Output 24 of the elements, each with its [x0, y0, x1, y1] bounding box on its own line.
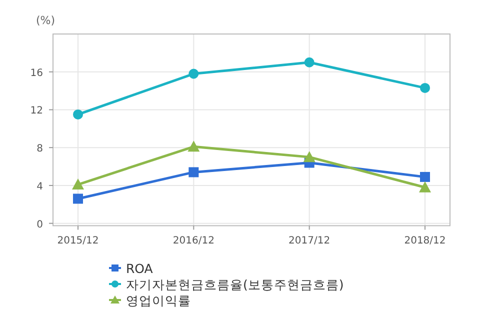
x-tick-label: 2016/12: [172, 236, 214, 247]
point: [303, 151, 316, 162]
y-tick-label: 8: [36, 144, 43, 155]
point: [188, 68, 199, 79]
y-tick-label: 16: [30, 68, 43, 79]
point: [420, 172, 430, 182]
x-tick-label: 2017/12: [288, 236, 330, 247]
point: [420, 82, 430, 93]
y-tick-label: 4: [36, 181, 43, 192]
legend-label: 자기자본현금흐름율(보통주현금흐름): [126, 277, 344, 292]
point: [188, 167, 199, 178]
y-tick-label: 12: [30, 106, 43, 117]
point: [419, 181, 431, 192]
point: [73, 194, 83, 204]
point: [188, 140, 200, 152]
x-tick-label: 2015/12: [57, 236, 99, 247]
point: [304, 57, 314, 68]
y-axis-title: (%): [36, 14, 56, 27]
legend-label: 영업이익률: [126, 293, 191, 308]
x-tick-label: 2018/12: [404, 236, 446, 247]
y-tick-label: 0: [36, 219, 43, 230]
legend-label: ROA: [126, 261, 154, 276]
point: [72, 178, 84, 190]
point: [73, 109, 83, 120]
